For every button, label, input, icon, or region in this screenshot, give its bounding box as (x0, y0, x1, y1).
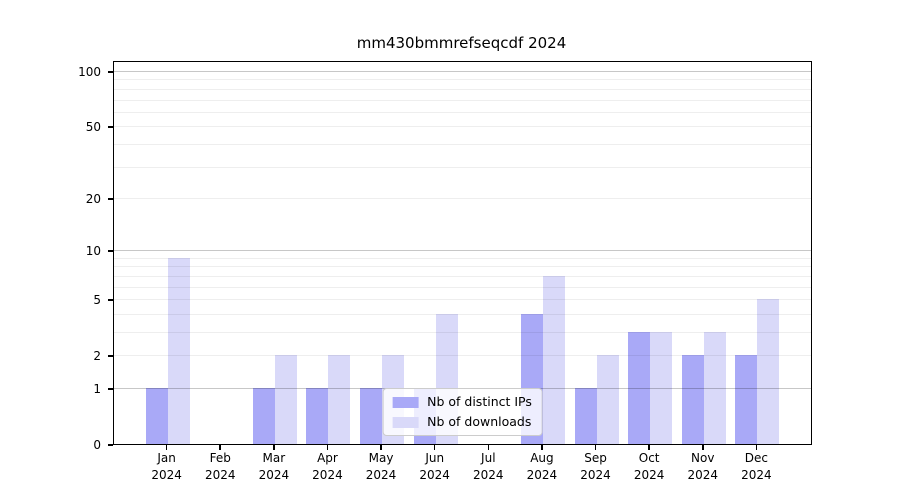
bar-downloads-nov (703, 331, 726, 444)
x-tick-label-dec: Dec 2024 (724, 450, 788, 484)
x-tick-month: Sep (584, 451, 607, 465)
bar-distinct-ips-apr (306, 388, 329, 444)
y-tick-mark-2 (108, 355, 113, 357)
bar-downloads-mar (274, 355, 297, 444)
bar-distinct-ips-nov (681, 355, 704, 444)
y-tick-mark-1 (108, 387, 113, 390)
x-tick-month: Nov (691, 451, 715, 465)
bar-distinct-ips-may (360, 388, 383, 444)
bars-layer (114, 62, 811, 444)
x-tick-month: Aug (530, 451, 554, 465)
x-tick-mark-oct (648, 445, 650, 450)
x-tick-mark-mar (273, 445, 275, 450)
y-tick-mark-50 (108, 126, 113, 128)
legend-swatch-downloads (392, 416, 419, 428)
y-tick-mark-100 (108, 71, 113, 73)
x-tick-month: Feb (209, 451, 231, 465)
bar-downloads-jan (167, 257, 190, 444)
bar-distinct-ips-dec (735, 355, 758, 444)
bar-downloads-apr (328, 355, 351, 444)
x-tick-label-jun: Jun 2024 (403, 450, 467, 484)
x-tick-month: Jun (425, 451, 445, 465)
y-tick-label-1: 1 (93, 381, 101, 396)
x-tick-label-mar: Mar 2024 (242, 450, 306, 484)
bar-downloads-aug (542, 275, 565, 444)
legend-label-downloads: Nb of downloads (427, 414, 532, 429)
x-tick-year: 2024 (633, 468, 665, 482)
bar-distinct-ips-jan (145, 388, 168, 444)
y-tick-label-0: 0 (93, 438, 101, 452)
x-tick-year: 2024 (151, 468, 182, 482)
y-tick-mark-5 (108, 299, 113, 301)
legend-item-downloads: Nb of downloads (392, 415, 532, 429)
bar-distinct-ips-sep (574, 388, 597, 444)
x-tick-label-may: May 2024 (349, 450, 413, 484)
x-tick-month: Oct (638, 451, 660, 465)
x-tick-year: 2024 (419, 468, 450, 482)
y-tick-label-5: 5 (93, 293, 101, 308)
x-tick-mark-apr (326, 445, 329, 450)
y-tick-label-50: 50 (85, 120, 101, 135)
y-tick-label-20: 20 (85, 191, 101, 206)
x-tick-year: 2024 (365, 468, 397, 482)
legend-label-distinct-ips: Nb of distinct IPs (427, 394, 532, 409)
bar-downloads-dec (757, 299, 780, 444)
x-tick-label-aug: Aug 2024 (510, 450, 574, 484)
legend: Nb of distinct IPs Nb of downloads (382, 388, 543, 436)
x-tick-month: Dec (744, 451, 768, 465)
x-tick-year: 2024 (580, 468, 611, 482)
x-tick-year: 2024 (526, 468, 558, 482)
y-tick-label-2: 2 (93, 349, 101, 364)
x-tick-mark-may (380, 445, 382, 450)
x-tick-month: Jan (157, 451, 176, 465)
x-tick-year: 2024 (204, 468, 236, 482)
bar-distinct-ips-mar (252, 388, 275, 444)
x-tick-year: 2024 (258, 468, 290, 482)
x-tick-month: Mar (262, 451, 286, 465)
legend-item-distinct-ips: Nb of distinct IPs (392, 395, 532, 409)
x-tick-mark-jun (433, 445, 436, 450)
x-tick-label-sep: Sep 2024 (564, 450, 628, 484)
legend-swatch-distinct-ips (392, 396, 419, 408)
x-tick-month: May (368, 451, 394, 465)
y-tick-label-10: 10 (85, 244, 101, 259)
x-tick-label-nov: Nov 2024 (671, 450, 735, 484)
x-tick-label-feb: Feb 2024 (188, 450, 252, 484)
x-tick-year: 2024 (687, 468, 719, 482)
bar-downloads-sep (596, 355, 619, 444)
chart-title: mm430bmmrefseqcdf 2024 (356, 34, 567, 52)
x-tick-month: Jul (481, 451, 496, 465)
x-tick-mark-sep (594, 445, 597, 450)
x-tick-label-jan: Jan 2024 (135, 450, 199, 484)
x-tick-year: 2024 (312, 468, 343, 482)
x-tick-mark-nov (701, 445, 704, 450)
x-tick-label-oct: Oct 2024 (617, 450, 681, 484)
y-tick-mark-0 (108, 444, 113, 446)
x-tick-label-apr: Apr 2024 (295, 450, 359, 484)
x-tick-label-jul: Jul 2024 (456, 450, 520, 484)
bar-downloads-oct (650, 331, 673, 444)
x-tick-year: 2024 (473, 468, 504, 482)
x-tick-mark-jul (487, 445, 490, 450)
y-tick-label-100: 100 (78, 65, 101, 80)
bar-distinct-ips-oct (628, 331, 651, 444)
x-tick-mark-aug (541, 445, 543, 450)
x-tick-mark-dec (755, 445, 758, 450)
x-tick-year: 2024 (741, 468, 772, 482)
plot-area: Nb of distinct IPs Nb of downloads (113, 61, 812, 445)
y-tick-mark-10 (108, 250, 113, 252)
x-tick-mark-jan (165, 445, 168, 450)
x-tick-mark-feb (219, 445, 222, 450)
x-tick-month: Apr (317, 451, 338, 465)
y-tick-mark-20 (108, 197, 113, 200)
